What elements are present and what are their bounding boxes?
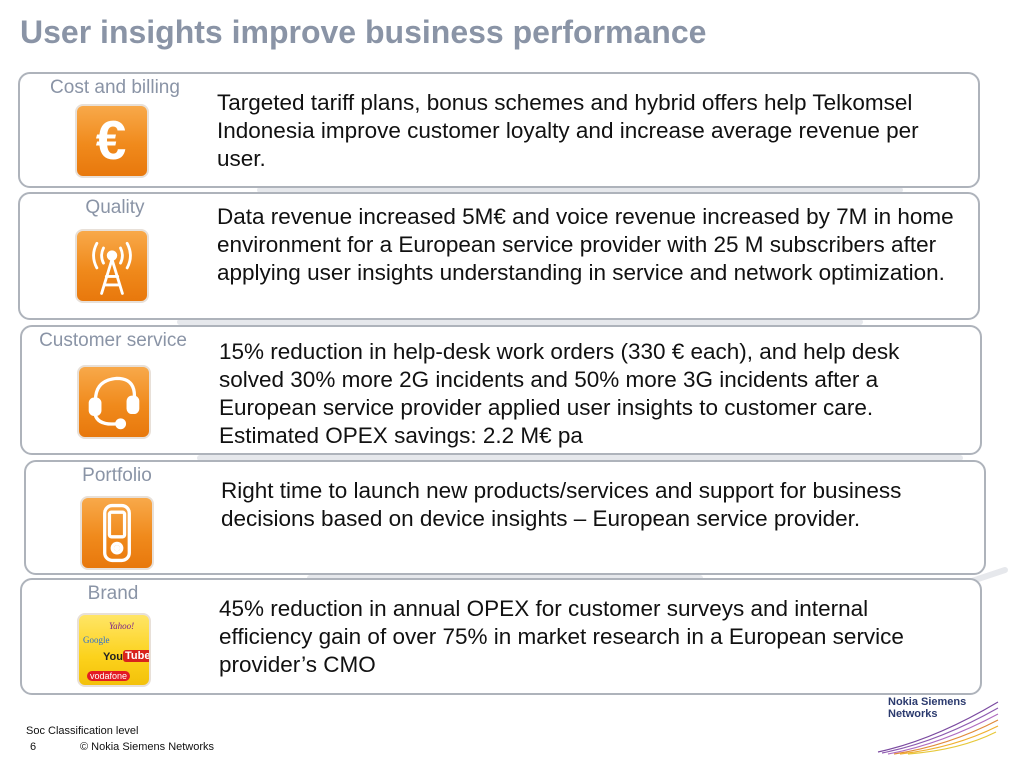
footer-copyright: © Nokia Siemens Networks bbox=[80, 741, 215, 753]
vodafone-logo: vodafone bbox=[87, 671, 131, 681]
card-customer-service: Customer service 15% reduction in help-d… bbox=[20, 325, 982, 455]
card-quality: Quality Data revenue increased 5M€ and v… bbox=[18, 192, 980, 320]
svg-text:€: € bbox=[96, 109, 127, 171]
card-label: Brand bbox=[87, 583, 139, 604]
mobile-phone-icon bbox=[80, 496, 154, 570]
headset-icon bbox=[77, 365, 151, 439]
card-text: Right time to launch new products/servic… bbox=[221, 478, 902, 531]
card-text: 45% reduction in annual OPEX for custome… bbox=[219, 596, 904, 677]
card-text: 15% reduction in help-desk work orders (… bbox=[219, 339, 900, 448]
yahoo-logo: Yahoo! bbox=[109, 621, 135, 631]
card-brand: Brand Yahoo! Google You Tube vodafone 45… bbox=[20, 578, 982, 695]
footer-page-number: 6 bbox=[30, 741, 37, 753]
card-portfolio: Portfolio Right time to launch new produ… bbox=[24, 460, 986, 575]
logo-text: Nokia Siemens Networks bbox=[888, 696, 966, 720]
card-text: Data revenue increased 5M€ and voice rev… bbox=[217, 204, 954, 285]
card-text: Targeted tariff plans, bonus schemes and… bbox=[217, 90, 919, 171]
nokia-siemens-networks-logo: Nokia Siemens Networks bbox=[874, 696, 1004, 756]
card-cost-and-billing: Cost and billing € Targeted tariff plans… bbox=[18, 72, 980, 188]
youtube-logo-you: You bbox=[103, 651, 123, 663]
euro-icon: € bbox=[75, 104, 149, 178]
logo-swoosh-icon bbox=[877, 701, 999, 755]
youtube-logo-tube: Tube bbox=[123, 650, 151, 662]
footer-classification: Soc Classification level bbox=[26, 725, 139, 737]
logo-line-2: Networks bbox=[888, 708, 938, 720]
card-label: Quality bbox=[85, 197, 145, 218]
antenna-icon bbox=[75, 229, 149, 303]
card-label: Customer service bbox=[39, 330, 187, 351]
google-logo: Google bbox=[83, 635, 110, 645]
logo-line-1: Nokia Siemens bbox=[888, 696, 967, 708]
card-label: Portfolio bbox=[82, 465, 152, 486]
page-title: User insights improve business performan… bbox=[20, 14, 707, 50]
brand-logos-icon: Yahoo! Google You Tube vodafone bbox=[77, 613, 151, 687]
card-label: Cost and billing bbox=[50, 77, 180, 98]
